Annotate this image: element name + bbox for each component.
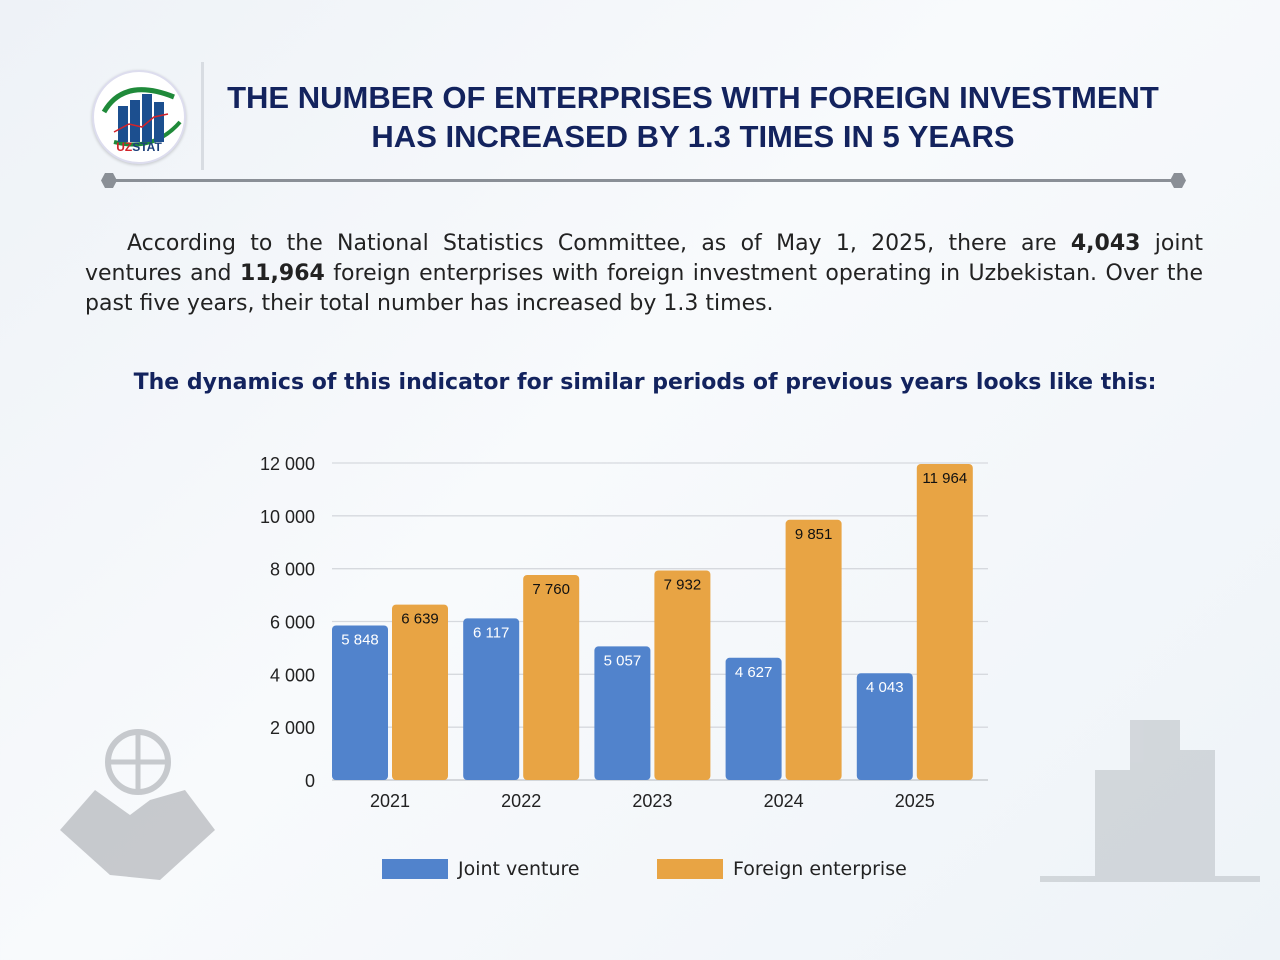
bar-joint-venture [463,618,520,780]
data-label: 7 760 [532,581,570,598]
divider-line [108,179,1180,182]
building-icon [1040,720,1260,882]
bar-joint-venture [594,646,651,780]
bar-joint-venture [332,625,388,780]
intro-paragraph: According to the National Statistics Com… [85,231,1203,316]
data-label: 5 057 [604,652,642,669]
bar-joint-venture [725,657,782,780]
x-tick-label: 2025 [895,791,935,811]
data-label: 7 932 [664,576,702,593]
data-label: 5 848 [341,632,379,649]
data-label: 11 964 [922,470,967,487]
y-tick-label: 10 000 [260,507,315,527]
logo-graphic-icon [101,87,182,147]
data-label: 6 117 [473,624,509,641]
chart-subtitle: The dynamics of this indicator for simil… [133,370,1157,395]
bar-foreign-enterprise [654,570,711,780]
y-tick-label: 6 000 [270,613,315,633]
bar-foreign-enterprise [785,519,842,780]
legend-swatch [657,859,723,879]
bar-joint-venture [856,673,913,780]
y-tick-label: 12 000 [260,454,315,474]
divider-end-icon [101,173,117,188]
uzstat-logo: UZSTAT [92,70,186,164]
bar-foreign-enterprise [916,463,973,780]
y-tick-label: 8 000 [270,560,315,580]
divider [201,62,204,170]
x-tick-label: 2024 [764,791,804,811]
page-title: THE NUMBER OF ENTERPRISES WITH FOREIGN I… [227,80,1159,154]
x-tick-label: 2022 [501,791,541,811]
handshake-globe-icon [60,729,215,880]
foreign-enterprise-count: 11,964 [239,261,325,286]
logo-text: UZ [116,140,133,154]
legend-swatch [382,859,448,879]
legend-item-joint-venture: Joint venture [382,858,580,880]
x-tick-label: 2023 [632,791,672,811]
y-tick-label: 0 [305,771,315,791]
y-tick-label: 2 000 [270,718,315,738]
data-label: 6 639 [401,611,439,628]
y-tick-label: 4 000 [270,665,315,685]
data-label: 9 851 [795,526,833,543]
x-tick-label: 2021 [370,791,410,811]
data-label: 4 043 [866,679,904,696]
bar-foreign-enterprise [523,575,580,780]
data-label: 4 627 [735,664,773,681]
legend-item-foreign-enterprise: Foreign enterprise [657,858,907,880]
divider-end-icon [1170,173,1186,188]
logo-text: STAT [132,140,162,154]
joint-venture-count: 4,043 [1070,231,1141,256]
bar-foreign-enterprise [392,604,448,780]
